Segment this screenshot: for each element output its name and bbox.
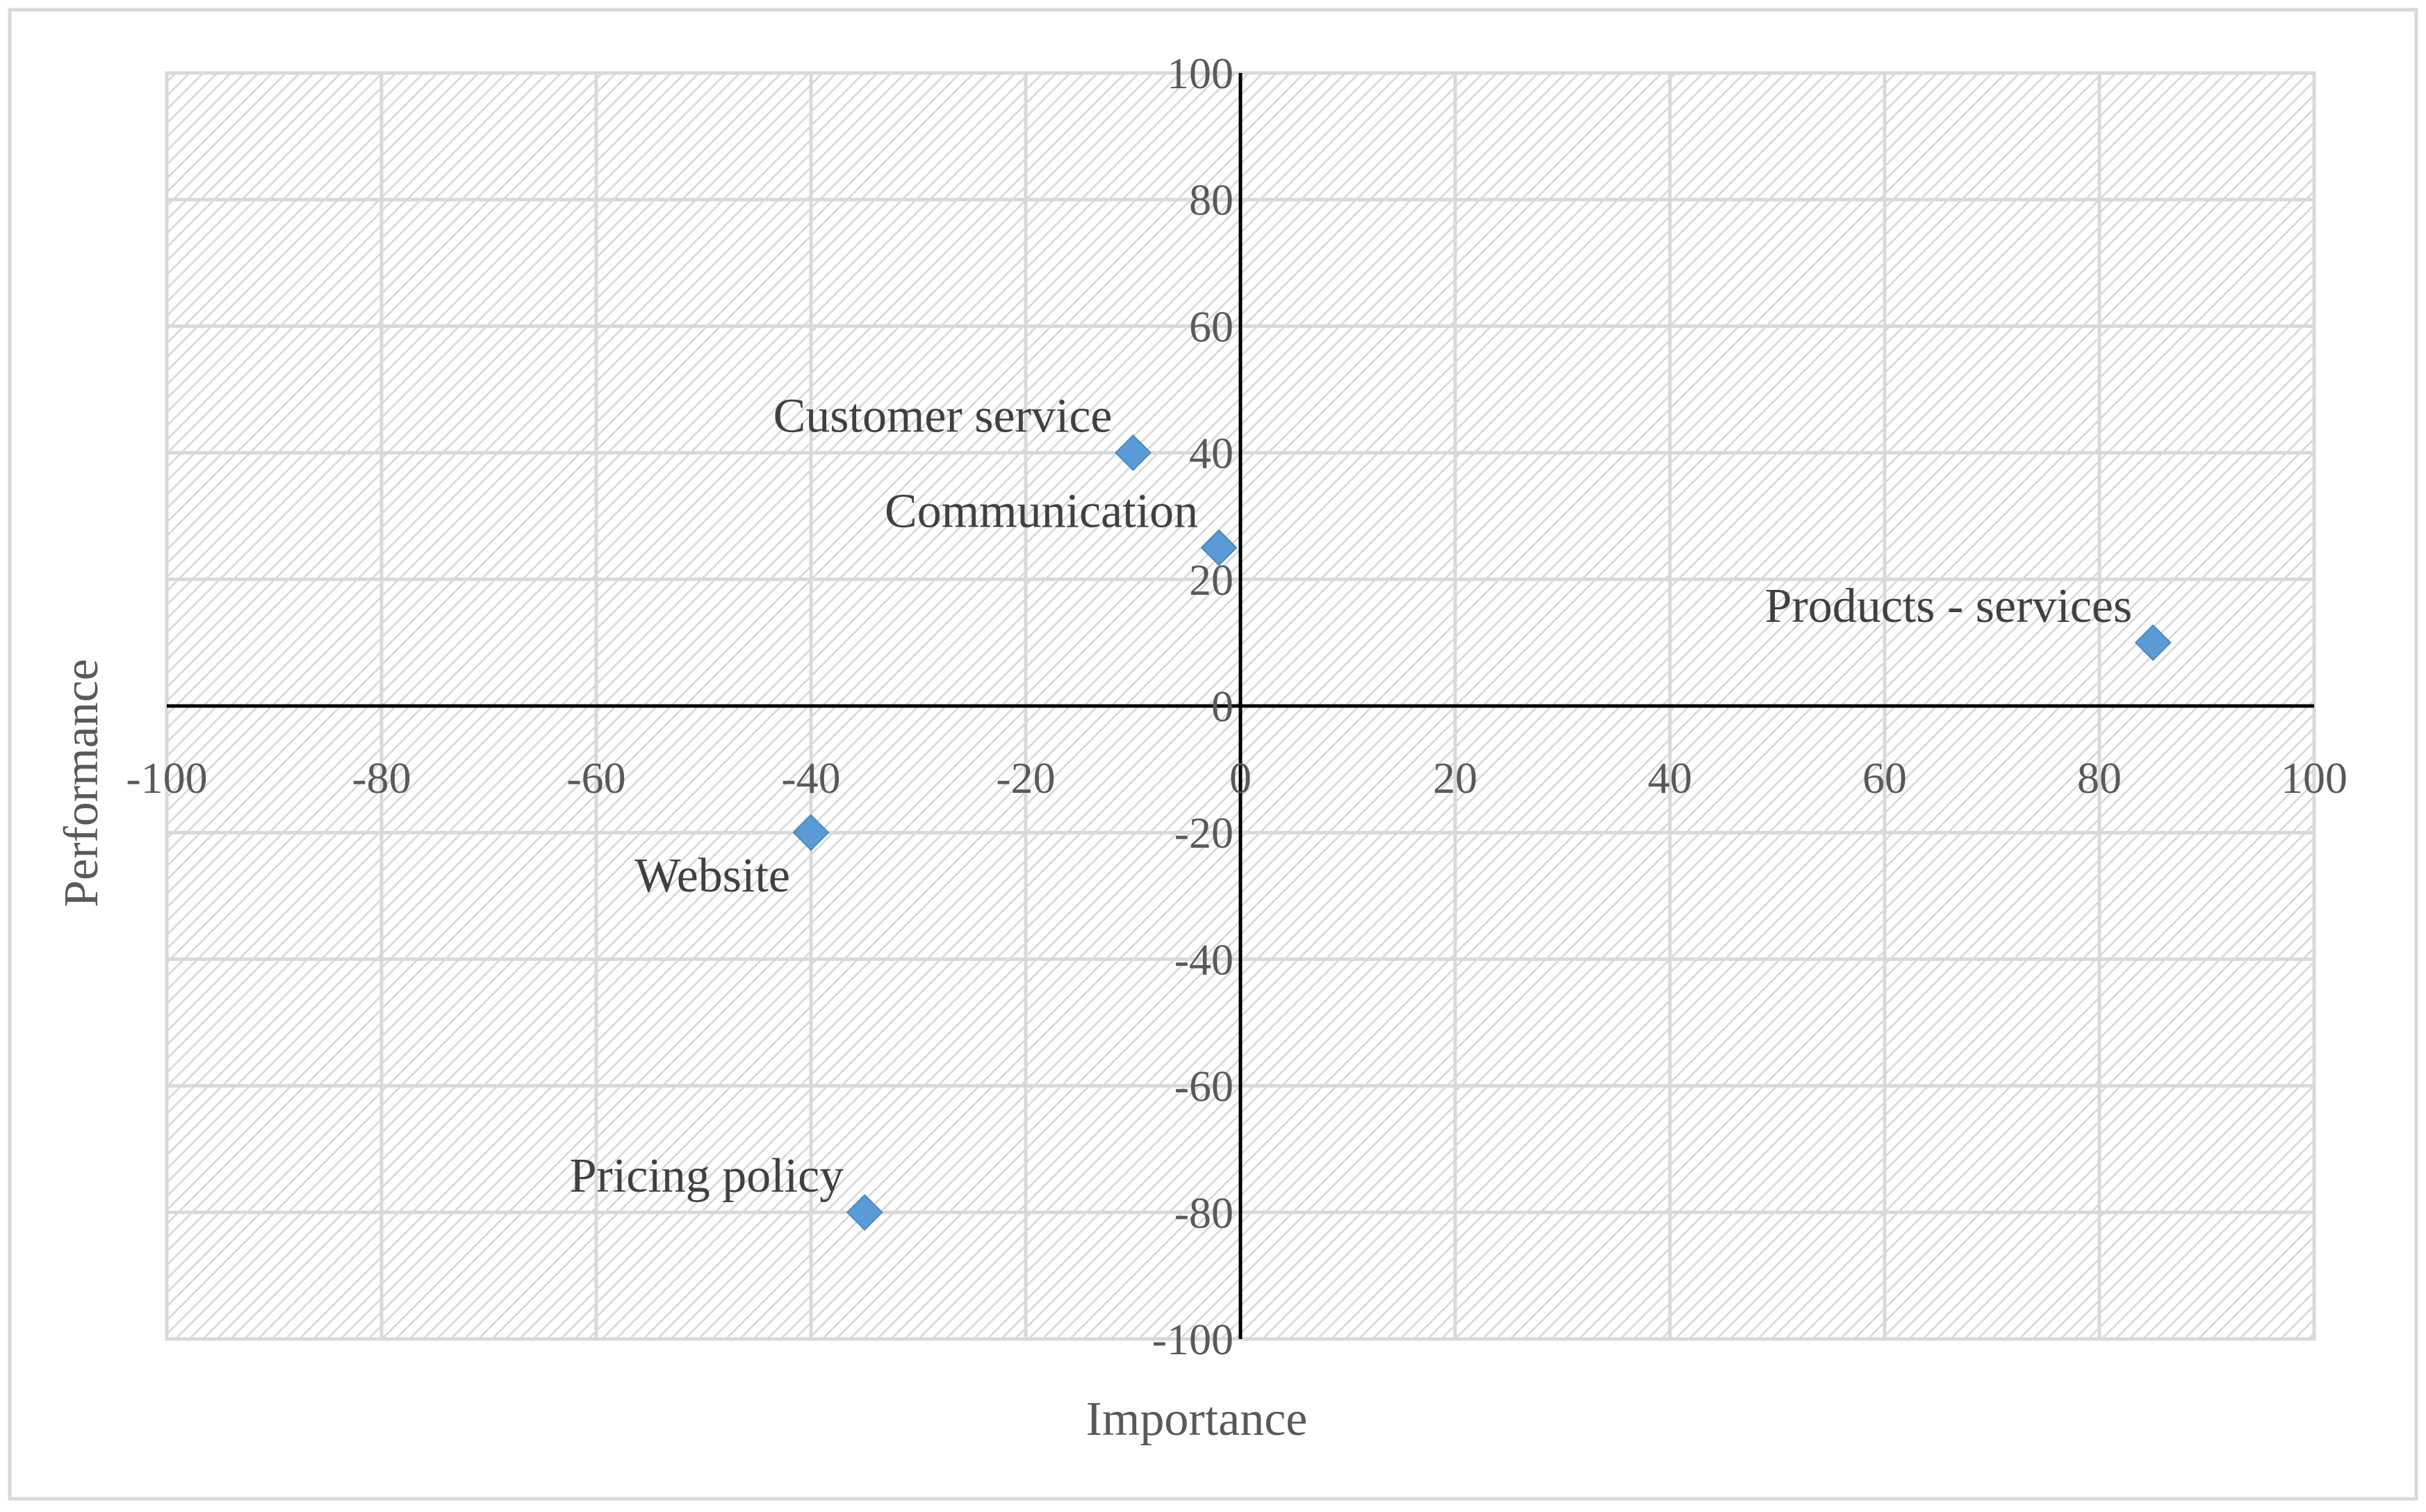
y-tick-label: -20 [1174, 808, 1234, 857]
data-point-label: Website [634, 849, 790, 903]
data-point-marker [1200, 529, 1238, 566]
y-tick-label: 80 [1189, 175, 1234, 224]
x-tick-label: 60 [1862, 753, 1907, 803]
data-point-label: Communication [885, 484, 1198, 538]
data-point-label: Customer service [773, 390, 1113, 443]
x-tick-label: -80 [352, 753, 411, 803]
x-tick-label: 0 [1229, 753, 1252, 803]
y-tick-label: 0 [1211, 682, 1234, 731]
y-tick-label: -60 [1174, 1062, 1234, 1111]
x-axis-title: Importance [1086, 1392, 1308, 1446]
y-tick-label: -80 [1174, 1188, 1234, 1238]
x-tick-label: 100 [2281, 753, 2347, 803]
y-tick-label: -40 [1174, 935, 1234, 984]
y-tick-label: 60 [1189, 302, 1234, 351]
data-labels: Customer service Communication Products - … [570, 390, 2133, 1203]
data-point-marker [792, 814, 830, 851]
x-tick-label: 40 [1648, 753, 1692, 803]
y-axis-title: Performance [55, 659, 108, 907]
x-tick-label: -40 [781, 753, 840, 803]
data-points [792, 434, 2172, 1231]
tick-labels: -100 -80 -60 -40 -20 0 20 40 60 80 100 -100 -80 -60 -4… [126, 49, 2347, 1364]
data-point-label: Products - services [1764, 580, 2132, 633]
data-point-marker [846, 1194, 883, 1231]
x-tick-label: -60 [566, 753, 625, 803]
x-tick-label: 80 [2077, 753, 2122, 803]
x-tick-label: -100 [126, 753, 207, 803]
x-tick-label: 20 [1433, 753, 1477, 803]
x-tick-label: -20 [996, 753, 1055, 803]
data-point-label: Pricing policy [570, 1149, 844, 1203]
y-tick-label: 20 [1189, 555, 1234, 605]
y-tick-label: -100 [1152, 1315, 1234, 1364]
y-tick-label: 40 [1189, 429, 1234, 478]
axes [167, 73, 2314, 1339]
y-tick-label: 100 [1167, 49, 1234, 98]
data-point-marker [1115, 434, 1151, 472]
data-point-marker [2134, 624, 2172, 662]
